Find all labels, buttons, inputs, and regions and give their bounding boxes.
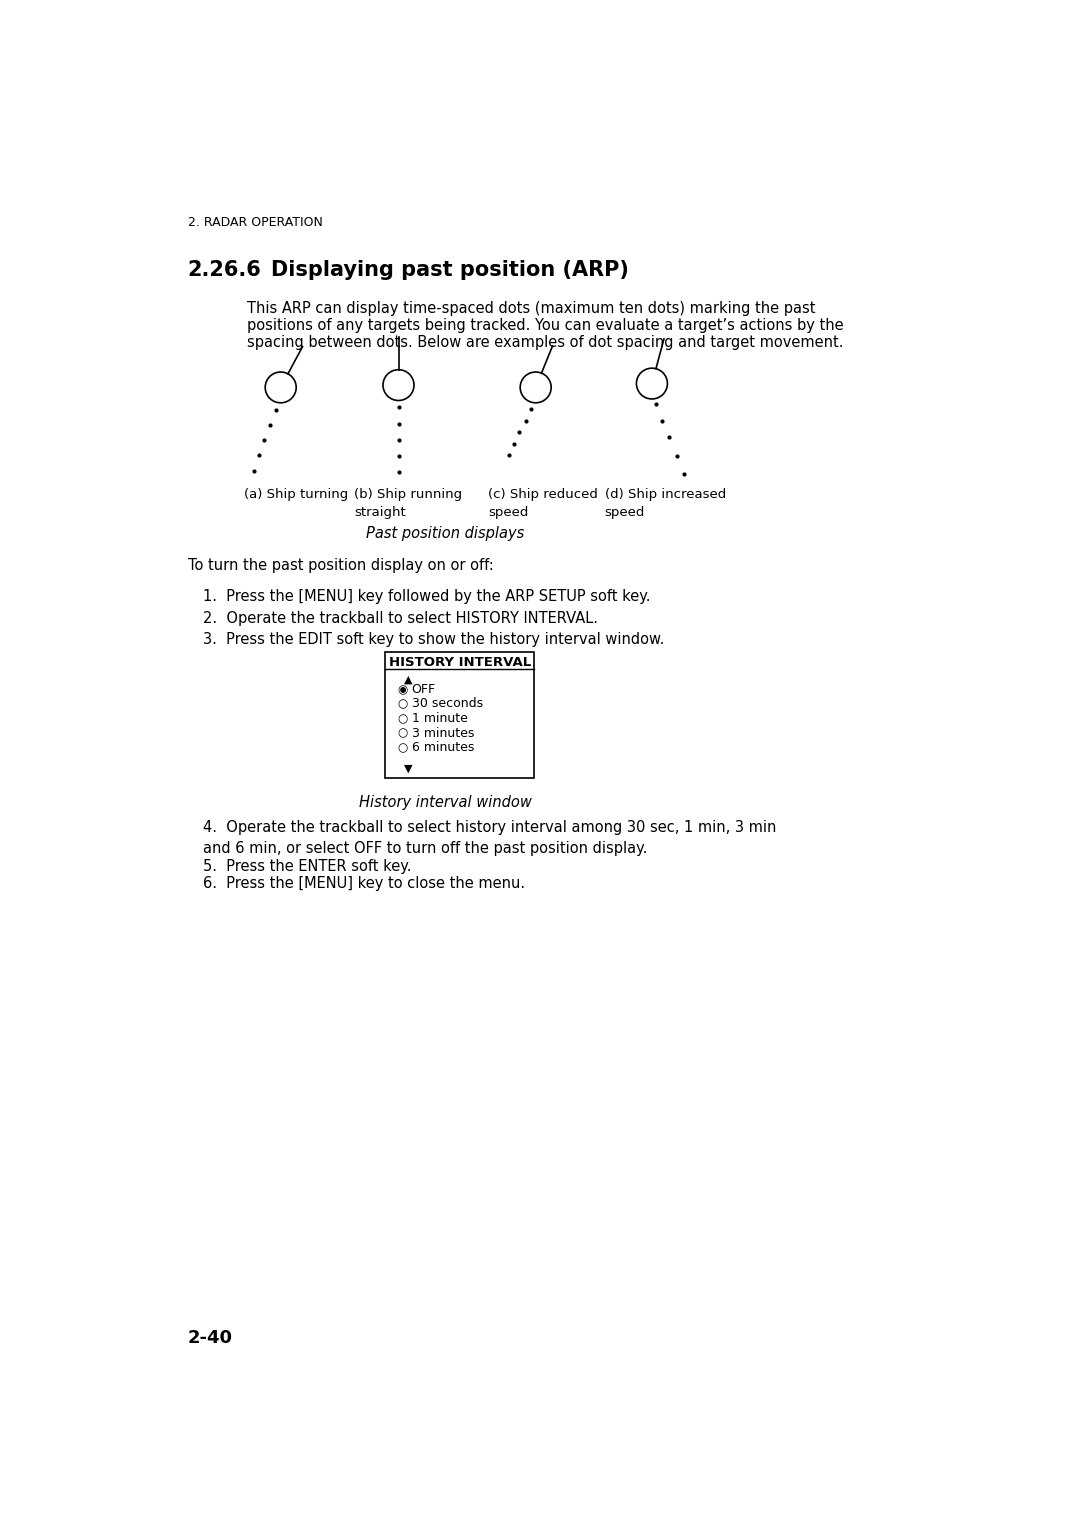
Text: 1 minute: 1 minute bbox=[411, 712, 468, 724]
Text: History interval window: History interval window bbox=[359, 795, 531, 810]
Text: 5.  Press the ENTER soft key.: 5. Press the ENTER soft key. bbox=[203, 859, 411, 874]
Text: spacing between dots. Below are examples of dot spacing and target movement.: spacing between dots. Below are examples… bbox=[247, 335, 843, 350]
Text: ○: ○ bbox=[397, 712, 408, 724]
Text: positions of any targets being tracked. You can evaluate a target’s actions by t: positions of any targets being tracked. … bbox=[247, 318, 843, 333]
Text: ○: ○ bbox=[397, 741, 408, 755]
Text: HISTORY INTERVAL: HISTORY INTERVAL bbox=[389, 656, 531, 669]
Bar bbox=[386, 652, 535, 778]
Text: 3 minutes: 3 minutes bbox=[411, 727, 474, 740]
Text: Displaying past position (ARP): Displaying past position (ARP) bbox=[271, 260, 629, 280]
Text: ○: ○ bbox=[397, 697, 408, 711]
Text: 3.  Press the EDIT soft key to show the history interval window.: 3. Press the EDIT soft key to show the h… bbox=[203, 633, 664, 648]
Text: (a) Ship turning: (a) Ship turning bbox=[243, 487, 348, 501]
Text: ◉: ◉ bbox=[397, 683, 408, 695]
Text: (c) Ship reduced
speed: (c) Ship reduced speed bbox=[488, 487, 598, 518]
Text: 2. RADAR OPERATION: 2. RADAR OPERATION bbox=[188, 215, 323, 229]
Text: ○: ○ bbox=[397, 727, 408, 740]
Text: This ARP can display time-spaced dots (maximum ten dots) marking the past: This ARP can display time-spaced dots (m… bbox=[247, 301, 815, 316]
Text: 30 seconds: 30 seconds bbox=[411, 697, 483, 711]
Text: 6 minutes: 6 minutes bbox=[411, 741, 474, 755]
Text: 2.  Operate the trackball to select HISTORY INTERVAL.: 2. Operate the trackball to select HISTO… bbox=[203, 611, 598, 625]
Text: 2.26.6: 2.26.6 bbox=[188, 260, 261, 280]
Text: 1.  Press the [MENU] key followed by the ARP SETUP soft key.: 1. Press the [MENU] key followed by the … bbox=[203, 590, 650, 604]
Text: To turn the past position display on or off:: To turn the past position display on or … bbox=[188, 558, 494, 573]
Text: ▲: ▲ bbox=[404, 674, 413, 685]
Text: (d) Ship increased
speed: (d) Ship increased speed bbox=[605, 487, 726, 518]
Text: 2-40: 2-40 bbox=[188, 1329, 232, 1348]
Text: (b) Ship running
straight: (b) Ship running straight bbox=[354, 487, 462, 518]
Text: 4.  Operate the trackball to select history interval among 30 sec, 1 min, 3 min
: 4. Operate the trackball to select histo… bbox=[203, 821, 777, 856]
Text: OFF: OFF bbox=[411, 683, 436, 695]
Text: ▼: ▼ bbox=[404, 764, 413, 773]
Text: 6.  Press the [MENU] key to close the menu.: 6. Press the [MENU] key to close the men… bbox=[203, 876, 525, 891]
Text: Past position displays: Past position displays bbox=[366, 526, 524, 541]
